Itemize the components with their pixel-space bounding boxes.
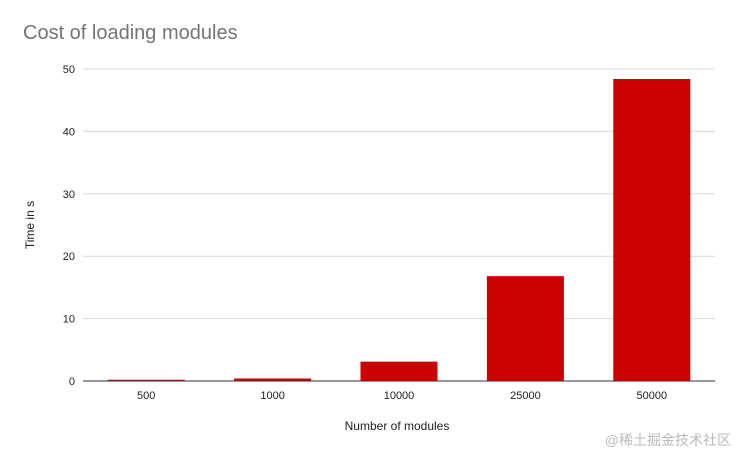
y-tick-label: 50 xyxy=(63,64,75,76)
y-tick-label: 10 xyxy=(63,314,75,326)
y-tick-labels: 0 10 20 30 40 50 xyxy=(63,64,75,388)
x-tick-label: 25000 xyxy=(510,390,541,402)
chart-title: Cost of loading modules xyxy=(23,22,238,44)
bar xyxy=(486,276,564,381)
x-tick-label: 1000 xyxy=(260,390,284,402)
x-tick-label: 10000 xyxy=(384,390,415,402)
watermark: @稀土掘金技术社区 xyxy=(604,432,731,448)
bars xyxy=(107,78,691,381)
gridlines xyxy=(83,68,715,320)
x-tick-label: 500 xyxy=(137,390,155,402)
y-tick-label: 40 xyxy=(63,126,75,138)
y-axis-title: Time in s xyxy=(23,201,37,249)
x-tick-labels: 500 1000 10000 25000 50000 xyxy=(137,390,667,402)
x-axis-title: Number of modules xyxy=(345,419,450,433)
x-tick-label: 50000 xyxy=(637,390,668,402)
bar xyxy=(613,78,691,381)
bar xyxy=(234,378,312,381)
bar xyxy=(360,361,438,381)
y-tick-label: 0 xyxy=(69,376,75,388)
y-tick-label: 30 xyxy=(63,189,75,201)
bar xyxy=(107,379,185,381)
y-tick-label: 20 xyxy=(63,251,75,263)
